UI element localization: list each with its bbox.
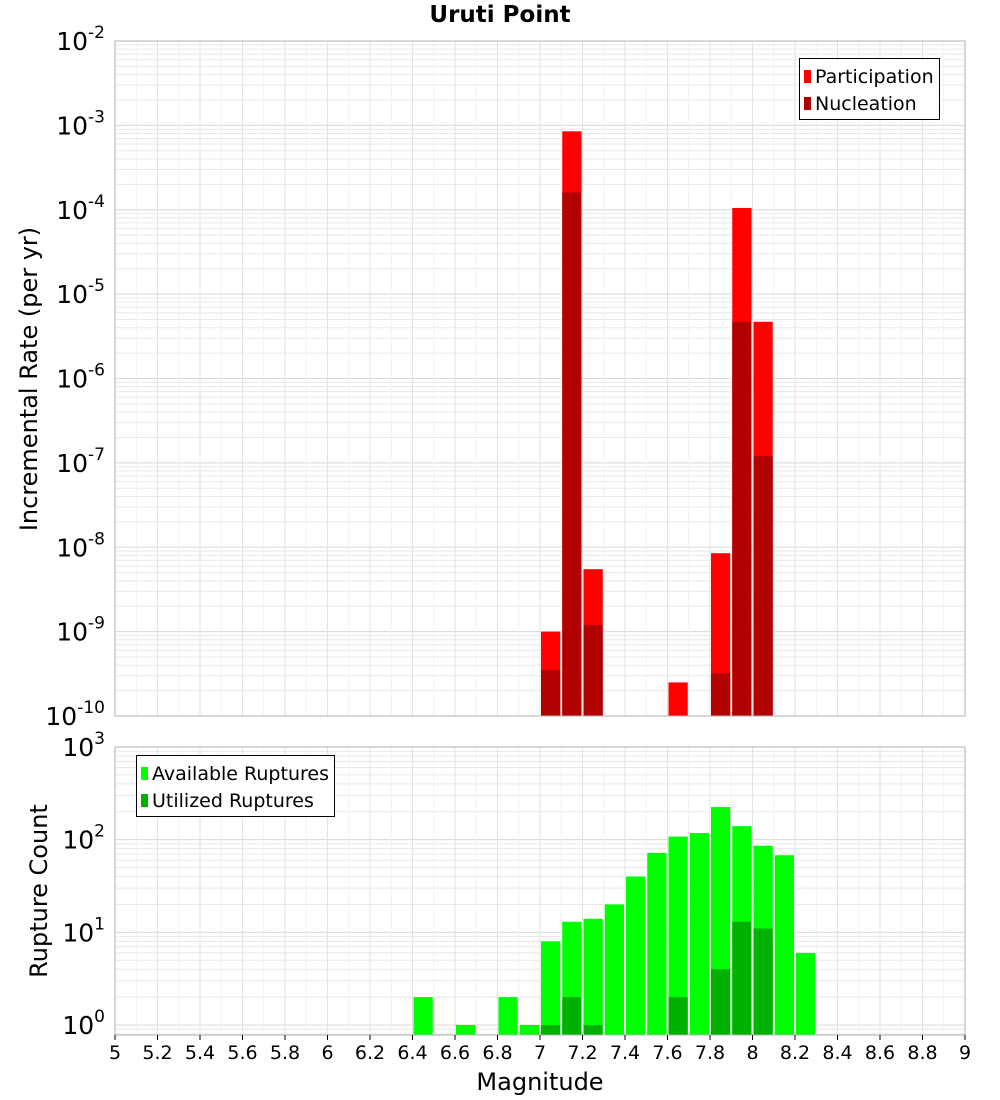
legend-item-available: Available Ruptures bbox=[141, 760, 329, 787]
bottom-bar bbox=[753, 928, 773, 1035]
legend-label-nucleation: Nucleation bbox=[815, 92, 917, 115]
bottom-bar bbox=[562, 997, 582, 1035]
x-tick-label: 9 bbox=[959, 1042, 971, 1064]
top-bar bbox=[562, 192, 582, 717]
bottom-bar bbox=[647, 852, 667, 1035]
top-series-nucleation bbox=[541, 192, 773, 717]
bottom-y-tick-label: 100 bbox=[62, 1007, 105, 1040]
top-bar bbox=[668, 682, 688, 716]
bottom-bar bbox=[668, 997, 688, 1035]
x-tick-label: 5.4 bbox=[185, 1042, 215, 1064]
bottom-bar bbox=[498, 997, 518, 1035]
bottom-y-tick-label: 103 bbox=[62, 729, 105, 762]
x-tick-label: 8.2 bbox=[780, 1042, 810, 1064]
x-tick-label: 6.8 bbox=[482, 1042, 512, 1064]
legend-label-participation: Participation bbox=[815, 65, 934, 88]
x-tick-label: 7.4 bbox=[610, 1042, 640, 1064]
legend-item-participation: Participation bbox=[804, 63, 934, 90]
bottom-bar bbox=[583, 1025, 603, 1035]
bottom-bar bbox=[413, 997, 433, 1035]
top-y-tick-label: 10-9 bbox=[56, 614, 105, 647]
available-swatch bbox=[141, 767, 148, 780]
chart-title: Uruti Point bbox=[429, 2, 571, 28]
bottom-bar bbox=[626, 876, 646, 1035]
bottom-bar bbox=[689, 833, 709, 1035]
top-y-tick-label: 10-5 bbox=[56, 276, 105, 309]
bottom-bar bbox=[774, 855, 794, 1035]
top-y-tick-label: 10-10 bbox=[45, 698, 105, 731]
participation-swatch bbox=[804, 70, 811, 83]
x-tick-label: 8 bbox=[746, 1042, 758, 1064]
utilized-swatch bbox=[141, 794, 148, 807]
bottom-legend: Available Ruptures Utilized Ruptures bbox=[136, 755, 335, 817]
bottom-y-axis-label: Rupture Count bbox=[25, 804, 53, 978]
top-legend: Participation Nucleation bbox=[799, 58, 940, 120]
x-tick-label: 8.4 bbox=[822, 1042, 852, 1064]
x-axis-label: Magnitude bbox=[476, 1068, 604, 1096]
bottom-bar bbox=[732, 921, 752, 1035]
x-tick-label: 6 bbox=[321, 1042, 333, 1064]
x-tick-label: 8.8 bbox=[907, 1042, 937, 1064]
x-tick-label: 5.6 bbox=[227, 1042, 257, 1064]
x-tick-label: 5.8 bbox=[270, 1042, 300, 1064]
top-bar bbox=[541, 670, 561, 716]
bottom-bar bbox=[583, 918, 603, 1035]
top-grid bbox=[114, 40, 966, 717]
nucleation-swatch bbox=[804, 97, 811, 110]
bottom-series-utilized-ruptures bbox=[541, 921, 773, 1035]
bottom-bar bbox=[668, 836, 688, 1035]
legend-item-nucleation: Nucleation bbox=[804, 90, 934, 117]
top-y-tick-label: 10-3 bbox=[56, 107, 105, 140]
bottom-bar bbox=[456, 1025, 476, 1035]
top-bar bbox=[753, 456, 773, 716]
x-tick-label: 6.6 bbox=[440, 1042, 470, 1064]
x-tick-label: 7 bbox=[534, 1042, 546, 1064]
legend-label-available: Available Ruptures bbox=[152, 762, 329, 785]
bottom-bar bbox=[519, 1025, 539, 1035]
top-y-tick-label: 10-6 bbox=[56, 361, 105, 394]
legend-item-utilized: Utilized Ruptures bbox=[141, 787, 329, 814]
top-bar bbox=[583, 624, 603, 716]
x-tick-label: 5 bbox=[109, 1042, 121, 1064]
x-tick-label: 7.6 bbox=[652, 1042, 682, 1064]
top-plot-frame bbox=[114, 40, 966, 717]
top-bar bbox=[711, 673, 731, 716]
top-y-tick-label: 10-8 bbox=[56, 529, 105, 562]
x-tick-label: 7.8 bbox=[695, 1042, 725, 1064]
bottom-bar bbox=[604, 904, 624, 1035]
x-tick-label: 5.2 bbox=[142, 1042, 172, 1064]
top-y-tick-label: 10-7 bbox=[56, 445, 105, 478]
legend-label-utilized: Utilized Ruptures bbox=[152, 789, 314, 812]
top-y-axis-label: Incremental Rate (per yr) bbox=[15, 226, 43, 532]
bottom-bar bbox=[541, 1025, 561, 1035]
top-bar bbox=[732, 321, 752, 716]
x-tick-label: 8.6 bbox=[865, 1042, 895, 1064]
bottom-bar bbox=[796, 952, 816, 1035]
x-tick-label: 6.2 bbox=[355, 1042, 385, 1064]
bottom-y-tick-label: 101 bbox=[62, 914, 105, 947]
top-y-tick-label: 10-4 bbox=[56, 192, 105, 225]
bottom-bar bbox=[711, 969, 731, 1035]
bottom-y-tick-label: 102 bbox=[62, 822, 105, 855]
bottom-bar bbox=[541, 941, 561, 1035]
x-tick-label: 7.2 bbox=[567, 1042, 597, 1064]
x-tick-label: 6.4 bbox=[397, 1042, 427, 1064]
top-y-tick-label: 10-2 bbox=[56, 23, 105, 56]
